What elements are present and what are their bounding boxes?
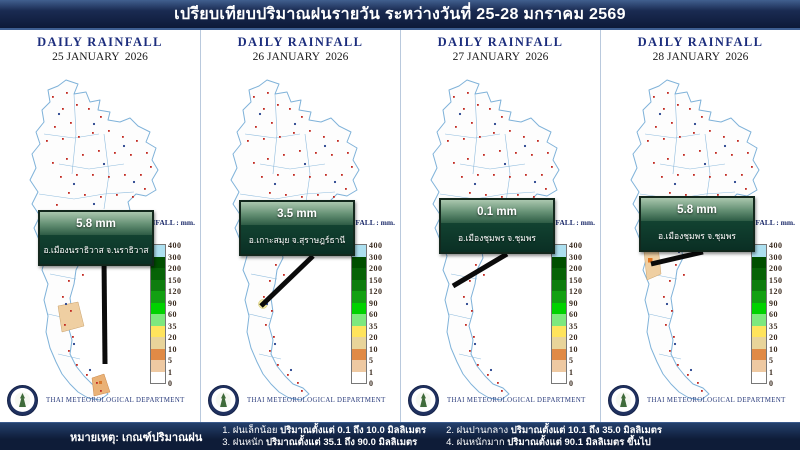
panel-footer: THAI METEOROLOGICAL DEPARTMENT	[408, 385, 586, 416]
daily-rainfall-label: DAILY RAINFALL	[237, 35, 364, 49]
rainfall-location: อ.เมืองชุมพร จ.ชุมพร	[441, 223, 553, 252]
rainfall-color-scale	[751, 244, 767, 384]
department-label: THAI METEOROLOGICAL DEPARTMENT	[647, 397, 786, 404]
rainfall-value: 0.1 mm	[441, 200, 553, 223]
department-label: THAI METEOROLOGICAL DEPARTMENT	[447, 397, 586, 404]
rainfall-callout: 5.8 mm อ.เมืองชุมพร จ.ชุมพร	[639, 196, 755, 252]
panel-header: DAILY RAINFALL 25 JANUARY 2026	[0, 35, 200, 63]
panel-25-jan: DAILY RAINFALL 25 JANUARY 2026 RAINFALL …	[0, 30, 200, 422]
notes-bar: หมายเหตุ: เกณฑ์ปริมาณฝน 1. ฝนเล็กน้อย ปร…	[0, 422, 800, 450]
rainfall-location: อ.เมืองชุมพร จ.ชุมพร	[641, 221, 753, 250]
rainfall-location: อ.เมืองนราธิวาส จ.นราธิวาส	[40, 235, 152, 264]
legend-header: RAINFALL : mm.	[136, 218, 195, 227]
rainfall-scale-ticks: 400 300 200 150 120 90 60 35 20 10 5 1 0	[369, 241, 383, 388]
panel-date: 26 JANUARY 2026	[252, 51, 349, 63]
panel-date: 27 JANUARY 2026	[452, 51, 549, 63]
panel-28-jan: DAILY RAINFALL 28 JANUARY 2026 RAINFALL …	[600, 30, 800, 422]
rainfall-scale-ticks: 400 300 200 150 120 90 60 35 20 10 5 1 0	[168, 241, 182, 388]
tmd-seal-icon	[7, 385, 38, 416]
thailand-map	[29, 79, 159, 401]
panel-footer: THAI METEOROLOGICAL DEPARTMENT	[7, 385, 185, 416]
legend-header: RAINFALL : mm.	[736, 218, 795, 227]
panel-header: DAILY RAINFALL 28 JANUARY 2026	[601, 35, 800, 63]
panel-footer: THAI METEOROLOGICAL DEPARTMENT	[208, 385, 386, 416]
daily-rainfall-label: DAILY RAINFALL	[37, 35, 163, 49]
department-label: THAI METEOROLOGICAL DEPARTMENT	[247, 397, 386, 404]
rainfall-value: 3.5 mm	[241, 202, 353, 225]
tmd-seal-icon	[408, 385, 439, 416]
department-label: THAI METEOROLOGICAL DEPARTMENT	[46, 397, 185, 404]
panel-footer: THAI METEOROLOGICAL DEPARTMENT	[608, 385, 786, 416]
daily-rainfall-label: DAILY RAINFALL	[637, 35, 764, 49]
title-bar: เปรียบเทียบปริมาณฝนรายวัน ระหว่างวันที่ …	[0, 0, 800, 30]
panel-27-jan: DAILY RAINFALL 27 JANUARY 2026 RAINFALL …	[400, 30, 600, 422]
rainfall-value: 5.8 mm	[40, 212, 152, 235]
rainfall-value: 5.8 mm	[641, 198, 753, 221]
page-title: เปรียบเทียบปริมาณฝนรายวัน ระหว่างวันที่ …	[174, 5, 626, 23]
rainfall-scale-ticks: 400 300 200 150 120 90 60 35 20 10 5 1 0	[569, 241, 583, 388]
rainfall-callout: 5.8 mm อ.เมืองนราธิวาส จ.นราธิวาส	[38, 210, 154, 266]
note-item-2: 2. ฝนปานกลาง ปริมาณตั้งแต่ 10.1 ถึง 35.0…	[446, 425, 663, 436]
note-item-4: 4. ฝนหนักมาก ปริมาณตั้งแต่ 90.1 มิลลิเมต…	[446, 436, 651, 448]
legend-header: RAINFALL : mm.	[336, 218, 395, 227]
tmd-seal-icon	[608, 385, 639, 416]
rainfall-location: อ.เกาะสมุย จ.สุราษฎร์ธานี	[241, 225, 353, 254]
panel-date: 25 JANUARY 2026	[52, 51, 148, 63]
notes-label: หมายเหตุ: เกณฑ์ปริมาณฝน	[70, 431, 203, 444]
notes-column-right: 2. ฝนปานกลาง ปริมาณตั้งแต่ 10.1 ถึง 35.0…	[446, 425, 662, 448]
panel-date: 28 JANUARY 2026	[652, 51, 749, 63]
note-item-3: 3. ฝนหนัก ปริมาณตั้งแต่ 35.1 ถึง 90.0 มิ…	[222, 436, 418, 448]
rainfall-color-scale	[551, 244, 567, 384]
panel-header: DAILY RAINFALL 27 JANUARY 2026	[401, 35, 600, 63]
rainfall-color-scale	[351, 244, 367, 384]
tmd-seal-icon	[208, 385, 239, 416]
panel-26-jan: DAILY RAINFALL 26 JANUARY 2026 RAINFALL …	[200, 30, 400, 422]
rainfall-color-scale	[150, 244, 166, 384]
note-item-1: 1. ฝนเล็กน้อย ปริมาณตั้งแต่ 0.1 ถึง 10.0…	[222, 425, 427, 436]
rainfall-callout: 3.5 mm อ.เกาะสมุย จ.สุราษฎร์ธานี	[239, 200, 355, 256]
legend-header: RAINFALL : mm.	[536, 218, 595, 227]
daily-rainfall-label: DAILY RAINFALL	[437, 35, 564, 49]
rainfall-callout: 0.1 mm อ.เมืองชุมพร จ.ชุมพร	[439, 198, 555, 254]
notes-column-left: 1. ฝนเล็กน้อย ปริมาณตั้งแต่ 0.1 ถึง 10.0…	[222, 425, 426, 448]
panel-header: DAILY RAINFALL 26 JANUARY 2026	[201, 35, 400, 63]
rainfall-scale-ticks: 400 300 200 150 120 90 60 35 20 10 5 1 0	[769, 241, 783, 388]
panels-row: DAILY RAINFALL 25 JANUARY 2026 RAINFALL …	[0, 30, 800, 422]
